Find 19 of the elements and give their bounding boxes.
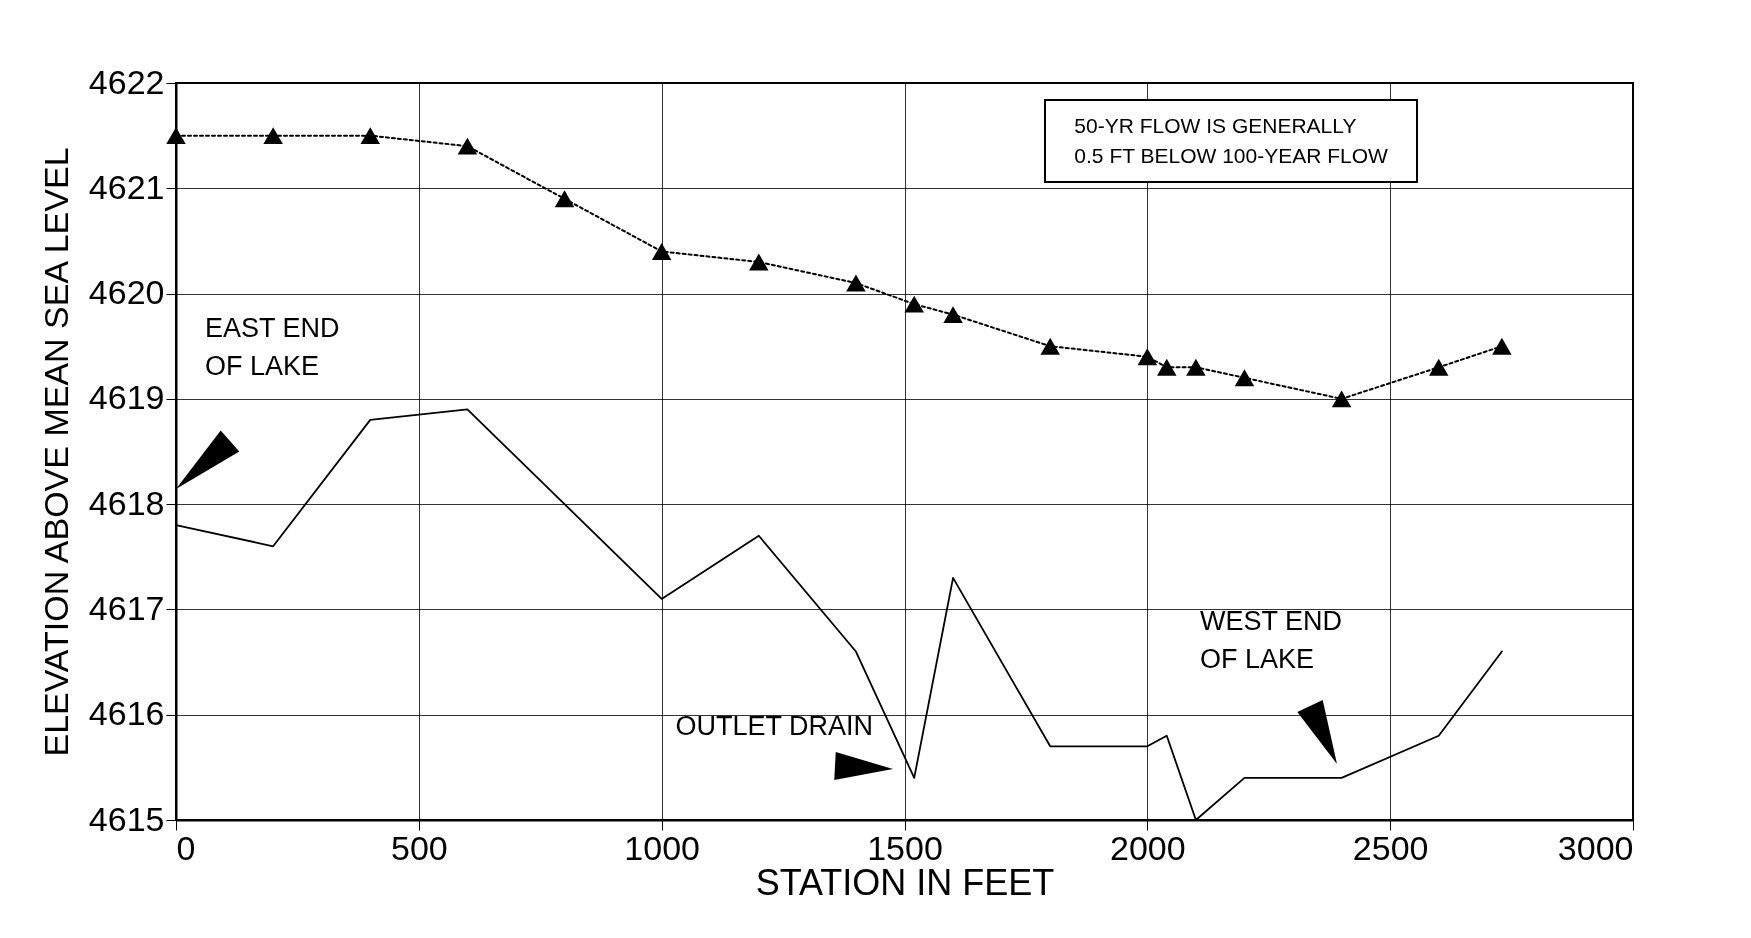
x-tick-label: 1000 <box>624 828 700 867</box>
annotation: 50-YR FLOW IS GENERALLY 0.5 FT BELOW 100-YEAR FLOW <box>1044 99 1418 183</box>
y-axis-title: ELEVATION ABOVE MEAN SEA LEVEL <box>36 147 75 757</box>
y-tick-label: 4618 <box>88 483 165 522</box>
annotation: EAST END OF LAKE <box>205 313 340 381</box>
y-tick-label: 4620 <box>88 273 165 312</box>
y-tick-label: 4615 <box>88 799 165 838</box>
x-tick-label: 2000 <box>1110 828 1186 867</box>
x-tick-label: 2500 <box>1352 828 1429 867</box>
annotation: OUTLET DRAIN <box>675 711 873 741</box>
y-tick-label: 4619 <box>88 378 165 417</box>
x-tick-label: 3000 <box>1557 828 1634 867</box>
y-tick-label: 4617 <box>88 588 165 627</box>
y-tick-label: 4622 <box>88 62 165 101</box>
y-tick-label: 4616 <box>88 694 165 733</box>
annotation: WEST END OF LAKE <box>1200 606 1343 674</box>
y-tick-label: 4621 <box>88 167 165 206</box>
x-tick-label: 500 <box>390 828 448 867</box>
x-tick-label: 0 <box>176 828 196 867</box>
